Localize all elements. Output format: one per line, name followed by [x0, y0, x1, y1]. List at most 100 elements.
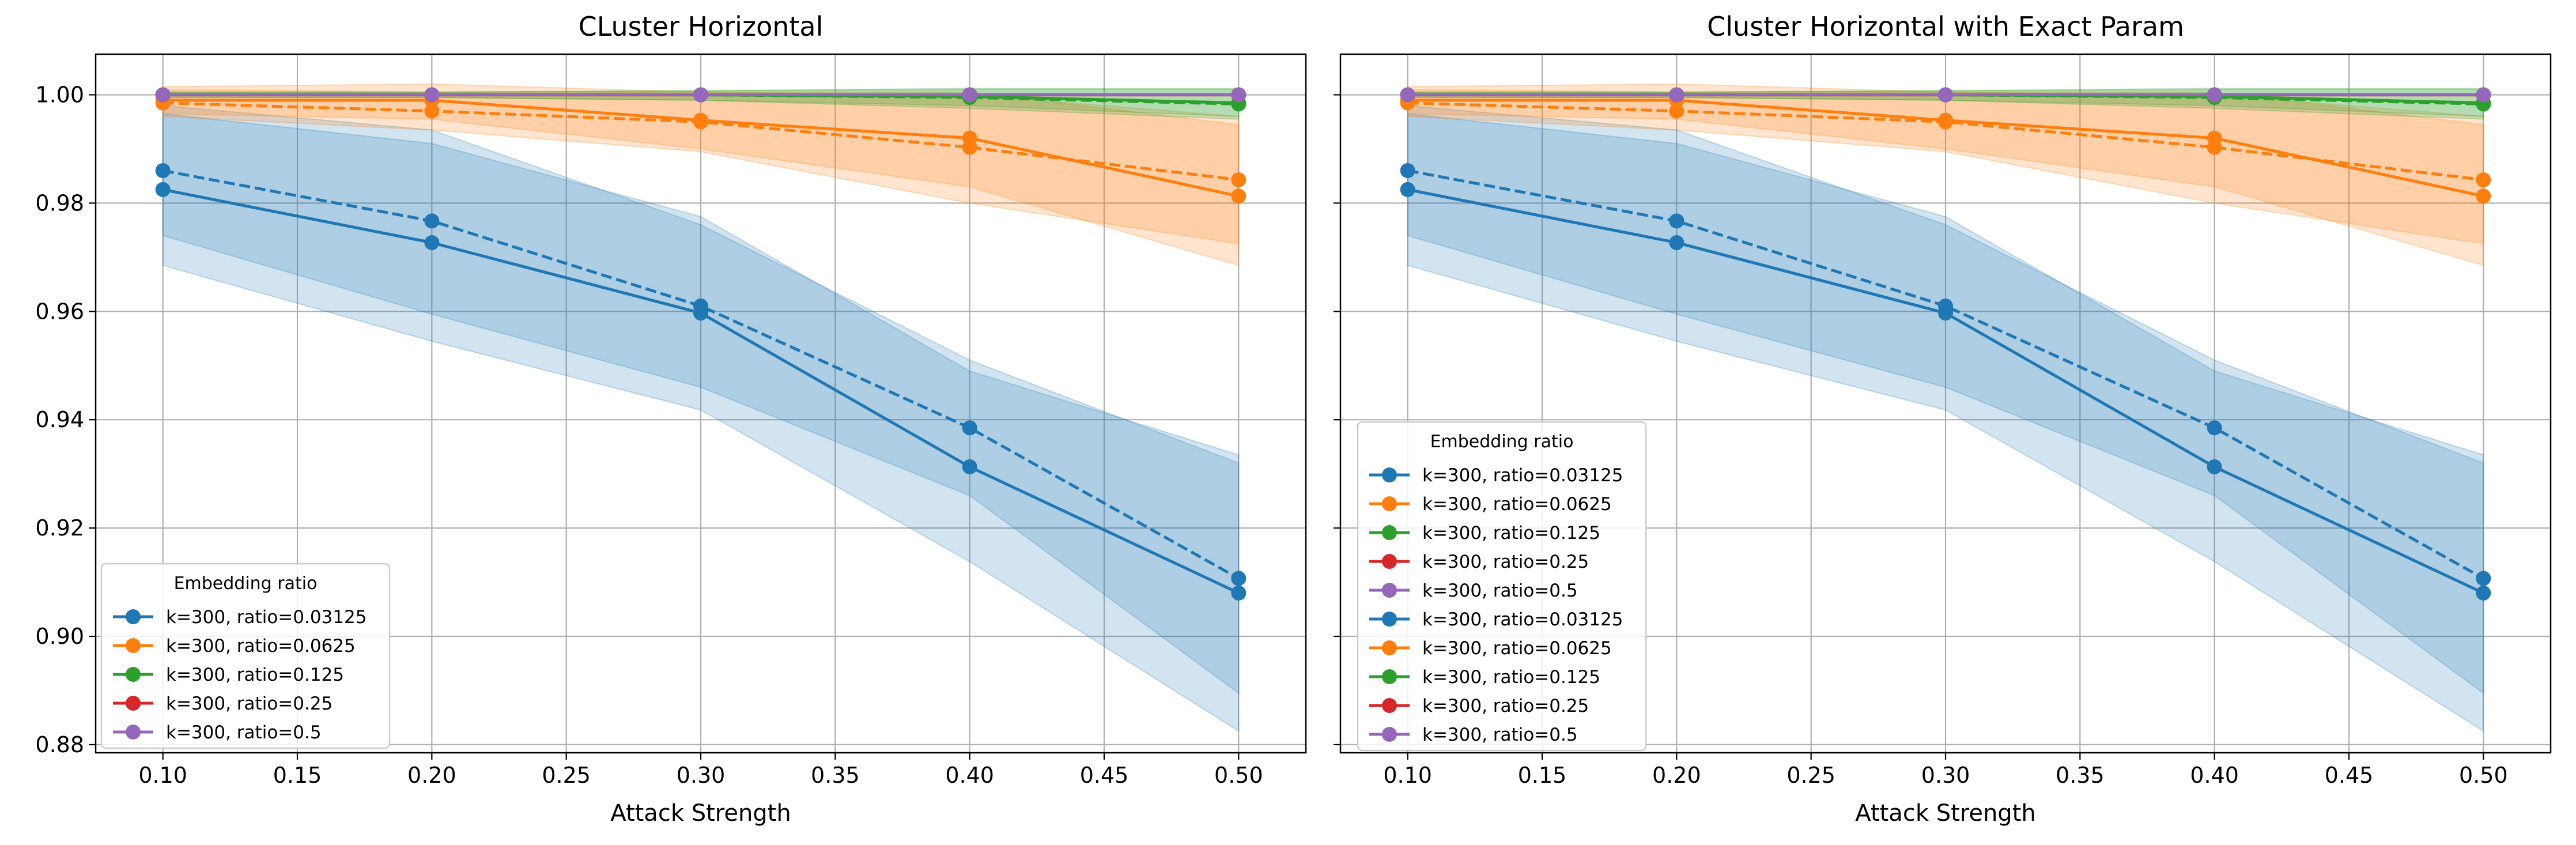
data-point — [1231, 585, 1247, 601]
legend-box — [1357, 421, 1647, 752]
x-tick-label: 0.15 — [1518, 763, 1567, 788]
legend-swatch-marker — [1382, 698, 1397, 713]
data-point — [693, 87, 708, 103]
legend-swatch-marker — [1382, 554, 1397, 569]
x-tick-label: 0.45 — [1080, 763, 1129, 788]
legend-entry-label: k=300, ratio=0.03125 — [166, 607, 367, 628]
data-point — [1938, 87, 1953, 103]
legend-title: Embedding ratio — [174, 574, 318, 594]
confidence-band — [162, 113, 1240, 733]
x-tick-label: 0.25 — [1786, 763, 1835, 788]
y-tick-label: 1.00 — [35, 82, 84, 107]
data-point — [1938, 298, 1953, 314]
data-point — [155, 182, 171, 197]
legend-entry-label: k=300, ratio=0.0625 — [166, 636, 356, 657]
x-tick-label: 0.20 — [1652, 763, 1701, 788]
legend-entry-label: k=300, ratio=0.5 — [1422, 580, 1578, 601]
x-tick-label: 0.15 — [273, 763, 322, 788]
legend-swatch-marker — [1382, 640, 1397, 655]
legend-title: Embedding ratio — [1430, 432, 1574, 452]
data-point — [962, 87, 977, 103]
data-point — [1231, 571, 1247, 586]
legend-entry-label: k=300, ratio=0.25 — [1422, 552, 1589, 572]
x-tick-label: 0.25 — [542, 763, 591, 788]
data-point — [1400, 87, 1415, 103]
data-point — [2207, 87, 2222, 103]
y-tick-label: 0.88 — [35, 732, 84, 757]
legend-entry-label: k=300, ratio=0.03125 — [1422, 465, 1623, 486]
legend-swatch-marker — [1382, 669, 1397, 684]
data-point — [2476, 571, 2491, 586]
confidence-band — [162, 83, 1240, 266]
data-point — [2207, 139, 2222, 155]
legend-swatch-marker — [126, 638, 141, 653]
legend-swatch-marker — [1382, 583, 1397, 598]
data-point — [155, 87, 171, 103]
legend-entry-label: k=300, ratio=0.5 — [1422, 725, 1578, 745]
confidence-band — [1407, 89, 2484, 244]
confidence-band — [1407, 83, 2484, 266]
data-point — [1231, 172, 1247, 187]
data-point — [1669, 235, 1684, 250]
x-tick-label: 0.40 — [945, 763, 994, 788]
legend-swatch-marker — [126, 696, 141, 711]
data-point — [155, 163, 171, 178]
data-point — [962, 139, 977, 155]
confidence-band — [1407, 113, 2484, 733]
confidence-band — [162, 89, 1240, 244]
x-tick-label: 0.20 — [407, 763, 456, 788]
data-point — [1400, 163, 1415, 178]
data-point — [424, 103, 440, 119]
chart-title: CLuster Horizontal — [579, 11, 824, 42]
data-point — [693, 298, 708, 314]
data-point — [2207, 420, 2222, 436]
data-point — [2207, 459, 2222, 474]
legend-entry-label: k=300, ratio=0.5 — [166, 722, 322, 743]
data-point — [1231, 188, 1247, 204]
legend-entry-label: k=300, ratio=0.03125 — [1422, 609, 1623, 630]
data-point — [693, 114, 708, 130]
legend-swatch-marker — [126, 725, 141, 740]
plot-area — [155, 83, 1247, 733]
legend-entry-label: k=300, ratio=0.0625 — [1422, 638, 1612, 659]
y-tick-label: 0.92 — [35, 515, 84, 541]
x-tick-label: 0.35 — [811, 763, 860, 788]
y-tick-label: 0.98 — [35, 190, 84, 216]
x-tick-label: 0.30 — [677, 763, 726, 788]
legend-swatch-marker — [126, 609, 141, 624]
x-tick-label: 0.50 — [2459, 763, 2508, 788]
legend-entry-label: k=300, ratio=0.125 — [1422, 523, 1600, 544]
x-tick-label: 0.30 — [1921, 763, 1970, 788]
data-point — [1400, 182, 1415, 197]
legend-swatch-marker — [1382, 727, 1397, 742]
left-chart-panel: 0.10 0.15 0.20 0.25 0.30 0.35 0.40 0.45 0.50 0.88… — [35, 11, 1307, 827]
x-tick-label: 0.10 — [138, 763, 187, 788]
legend: Embedding ratio k=300, ratio=0.03125 k=300… — [1357, 421, 1647, 752]
data-point — [2476, 188, 2491, 204]
data-point — [424, 213, 440, 229]
x-tick-label: 0.45 — [2325, 763, 2374, 788]
legend: Embedding ratio k=300, ratio=0.03125 k=300… — [100, 563, 391, 749]
data-point — [1669, 103, 1684, 119]
x-tick-label: 0.10 — [1383, 763, 1432, 788]
legend-entry-label: k=300, ratio=0.125 — [166, 665, 344, 685]
data-point — [1669, 87, 1684, 103]
legend-entry-label: k=300, ratio=0.25 — [166, 693, 333, 714]
right-chart-panel: 0.10 0.15 0.20 0.25 0.30 0.35 0.40 0.45 0.50 Clus… — [1334, 11, 2552, 827]
data-point — [2476, 172, 2491, 187]
x-axis-label: Attack Strength — [1855, 800, 2035, 827]
data-point — [962, 420, 977, 436]
confidence-band — [1407, 105, 2484, 695]
x-tick-label: 0.35 — [2056, 763, 2105, 788]
plot-area — [1400, 83, 2491, 733]
series-line — [163, 169, 1240, 580]
confidence-band — [162, 105, 1240, 695]
x-axis-label: Attack Strength — [610, 800, 791, 827]
legend-swatch-marker — [126, 667, 141, 682]
data-point — [962, 459, 977, 474]
data-point — [2476, 87, 2491, 103]
series-line — [1407, 169, 2484, 580]
data-point — [424, 87, 440, 103]
legend-entry-label: k=300, ratio=0.125 — [1422, 667, 1600, 688]
